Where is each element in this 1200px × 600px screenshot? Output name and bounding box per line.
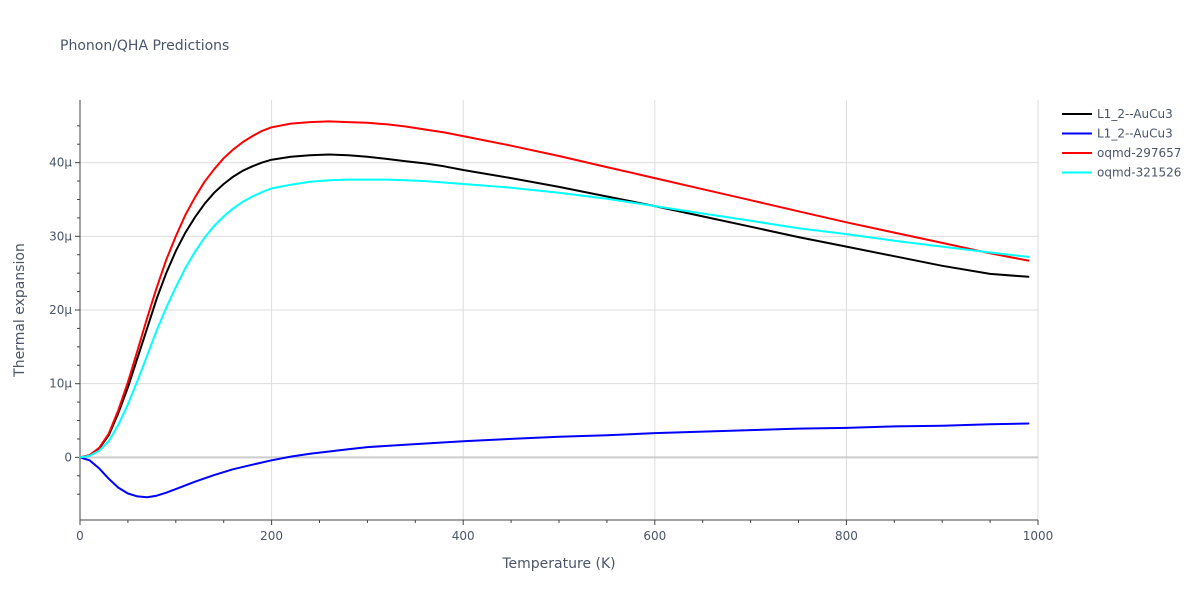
legend-label-3: oqmd-297657 bbox=[1097, 146, 1181, 160]
tick-labels: 0 200 400 600 800 1000 0 10μ 20μ 30μ 40μ bbox=[49, 156, 1053, 543]
y-tick-label: 40μ bbox=[49, 156, 72, 170]
y-axis-title: Thermal expansion bbox=[12, 243, 28, 378]
x-tick-label: 1000 bbox=[1023, 529, 1054, 543]
legend: L1_2--AuCu3 L1_2--AuCu3 oqmd-297657 oqmd-32… bbox=[1062, 107, 1181, 180]
x-tick-label: 200 bbox=[260, 529, 283, 543]
y-tick-label: 20μ bbox=[49, 303, 72, 317]
legend-label-4: oqmd-321526 bbox=[1097, 166, 1181, 180]
x-tick-label: 600 bbox=[643, 529, 666, 543]
legend-label-2: L1_2--AuCu3 bbox=[1097, 127, 1173, 141]
series-line-4 bbox=[79, 178, 1030, 459]
chart-title: Phonon/QHA Predictions bbox=[60, 38, 229, 54]
y-tick-label: 10μ bbox=[49, 377, 72, 391]
series-line-1 bbox=[79, 153, 1030, 459]
x-axis-title: Temperature (K) bbox=[501, 556, 615, 572]
series-line-3 bbox=[79, 120, 1030, 459]
x-tick-label: 400 bbox=[452, 529, 475, 543]
axes bbox=[75, 100, 1039, 525]
grid-lines bbox=[80, 100, 1039, 520]
legend-label-1: L1_2--AuCu3 bbox=[1097, 107, 1173, 121]
x-tick-label: 800 bbox=[835, 529, 858, 543]
series-lines bbox=[79, 120, 1030, 499]
y-tick-label: 0 bbox=[64, 450, 72, 464]
y-tick-label: 30μ bbox=[49, 229, 72, 243]
series-line-2 bbox=[79, 422, 1030, 499]
x-tick-label: 0 bbox=[76, 529, 84, 543]
